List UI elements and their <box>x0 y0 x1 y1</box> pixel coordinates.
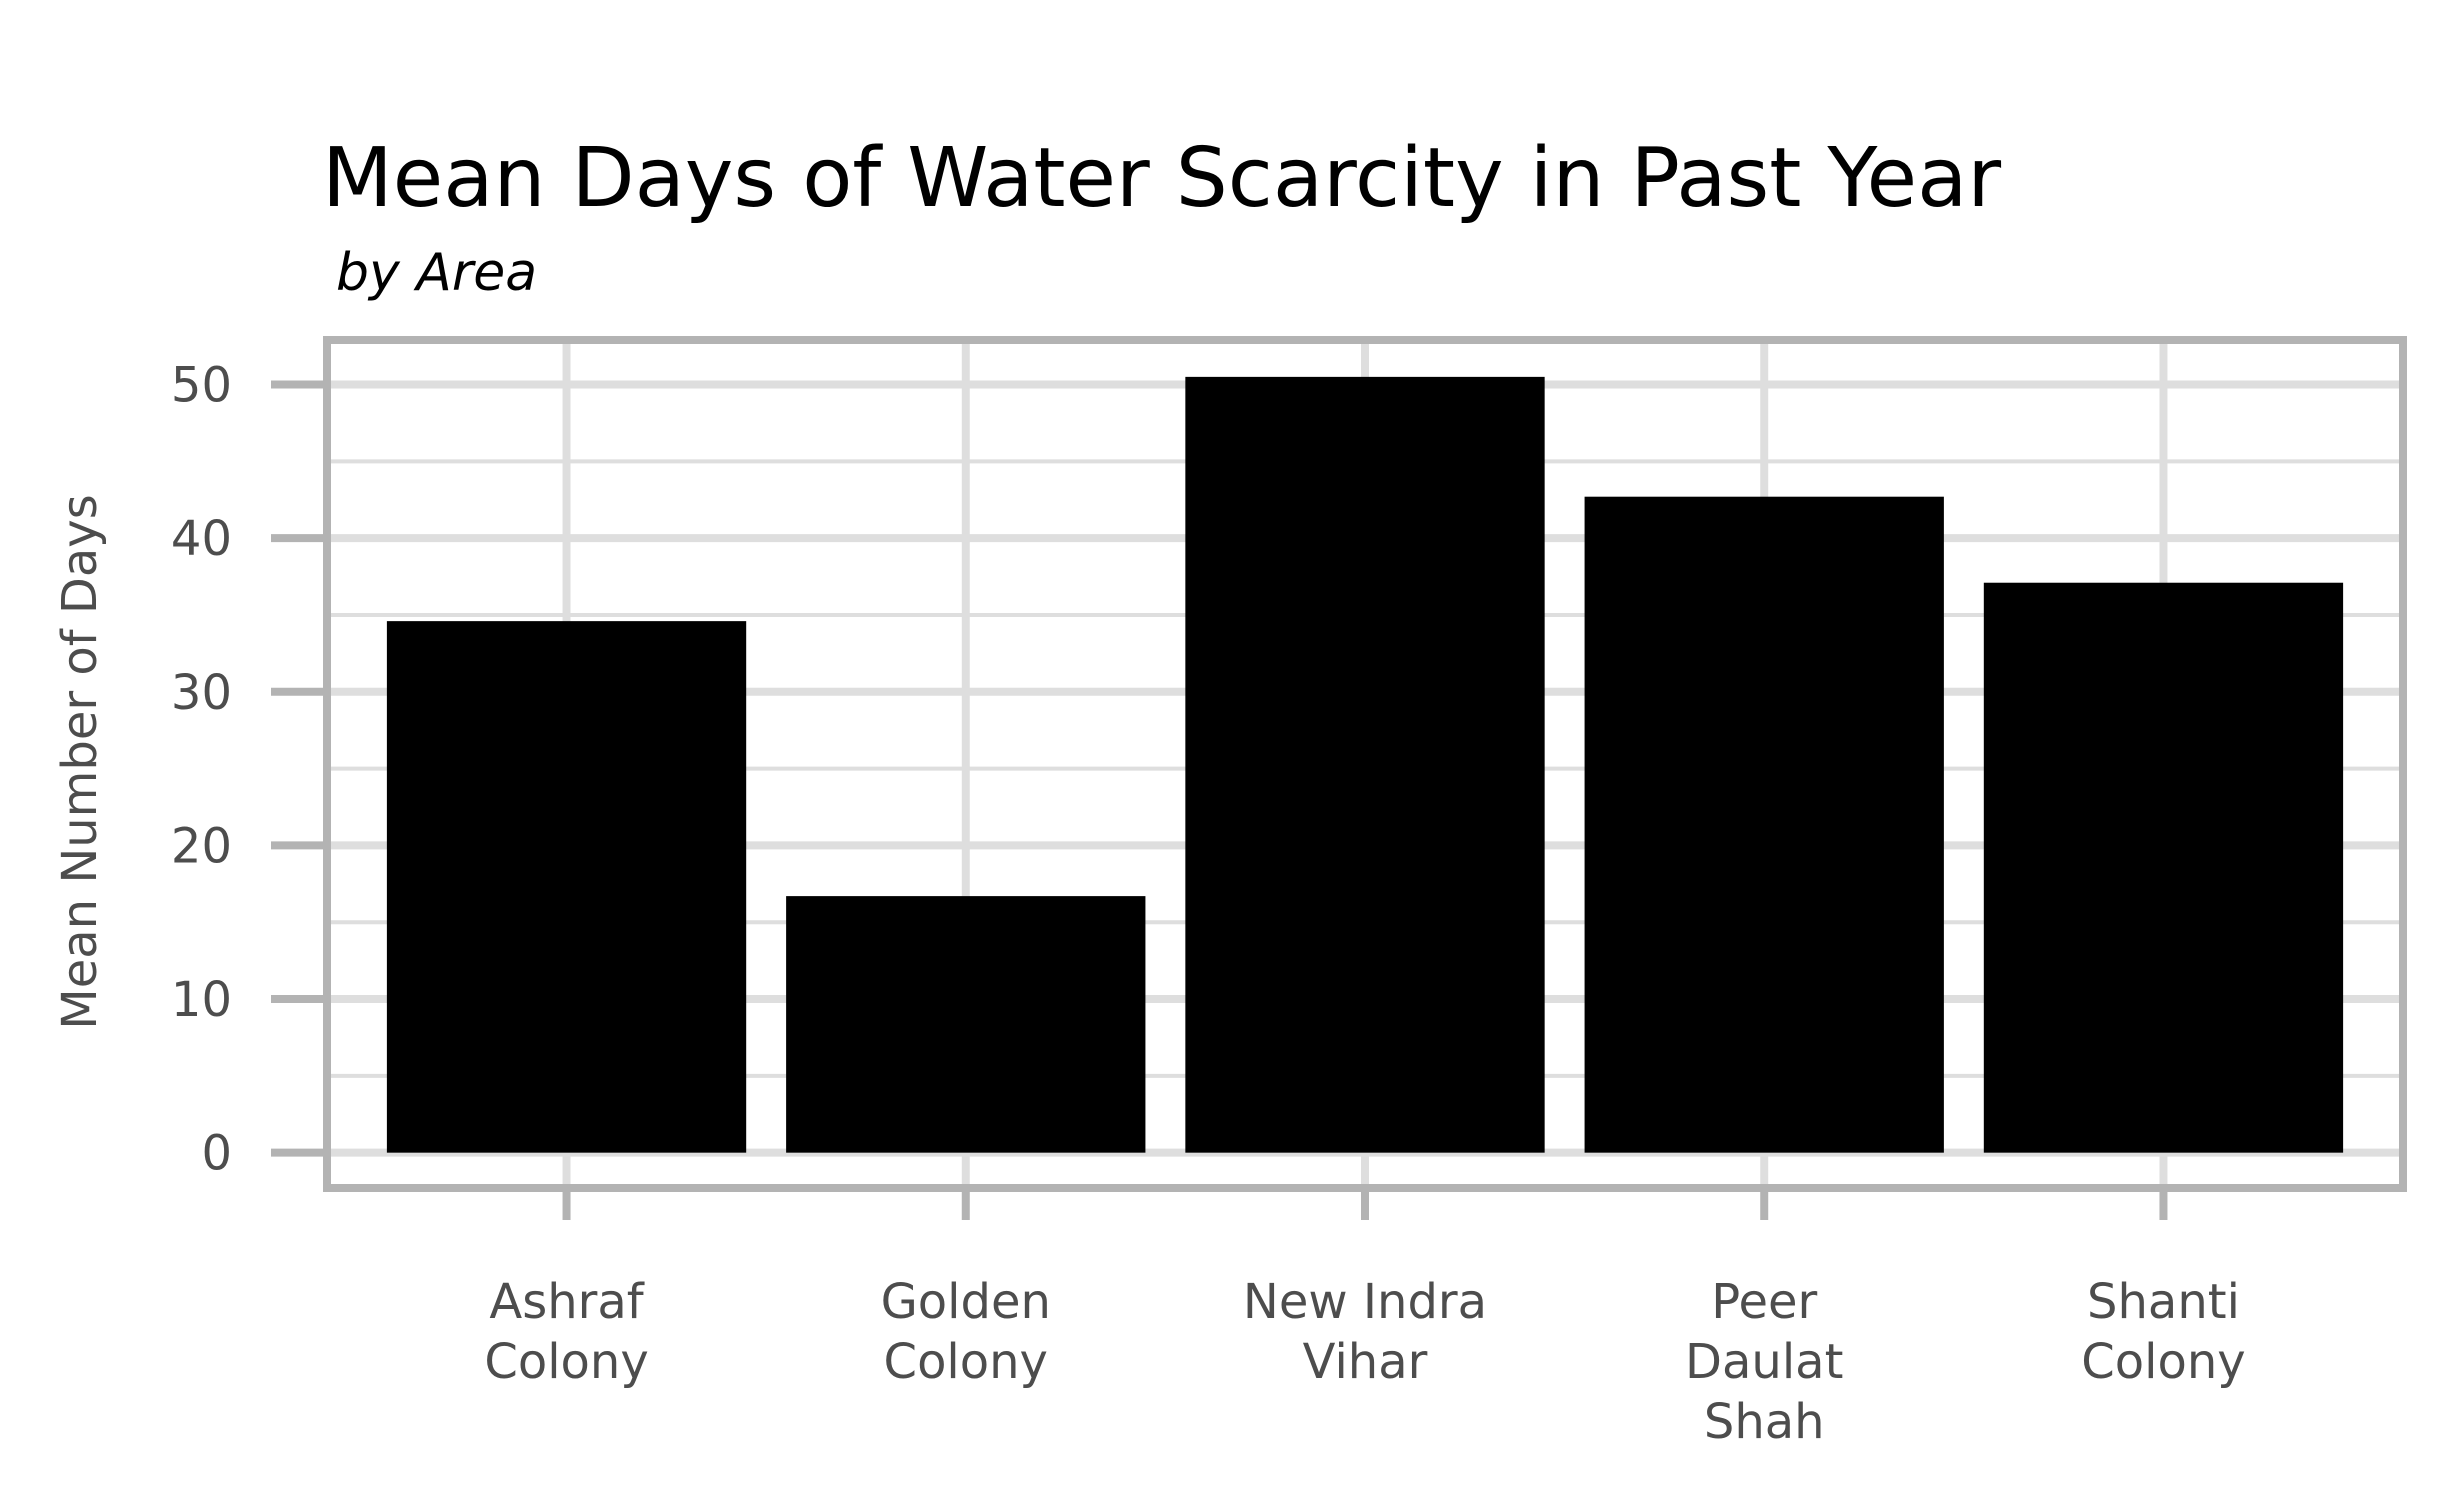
bar <box>786 896 1146 1153</box>
y-tick-label: 0 <box>201 1126 232 1182</box>
y-tick-label: 40 <box>171 511 232 567</box>
y-tick-label: 30 <box>171 665 232 721</box>
x-tick-label: Ashraf Colony <box>484 1274 648 1390</box>
bars <box>386 376 2344 1153</box>
bar <box>1185 376 1545 1153</box>
chart-title: Mean Days of Water Scarcity in Past Year <box>322 131 2001 226</box>
y-tick-label: 50 <box>171 358 232 414</box>
bar <box>386 621 747 1153</box>
x-tick-label: Golden Colony <box>881 1274 1051 1390</box>
bar <box>1983 582 2344 1153</box>
y-tick-label: 10 <box>171 972 232 1028</box>
plot-panel-border <box>323 336 2407 1192</box>
y-tick-label: 20 <box>171 818 232 874</box>
x-tick-label: Peer Daulat Shah <box>1685 1274 1843 1450</box>
bar <box>1584 496 1944 1153</box>
y-axis-label: Mean Number of Days <box>52 494 108 1029</box>
axis-ticks: 0 10 20 30 40 50 Ashraf Colony Golden Colony New I… <box>171 358 2246 1450</box>
x-tick-label: Shanti Colony <box>2081 1274 2245 1390</box>
x-tick-label: New Indra Vihar <box>1243 1274 1487 1390</box>
chart-subtitle: by Area <box>336 243 537 303</box>
